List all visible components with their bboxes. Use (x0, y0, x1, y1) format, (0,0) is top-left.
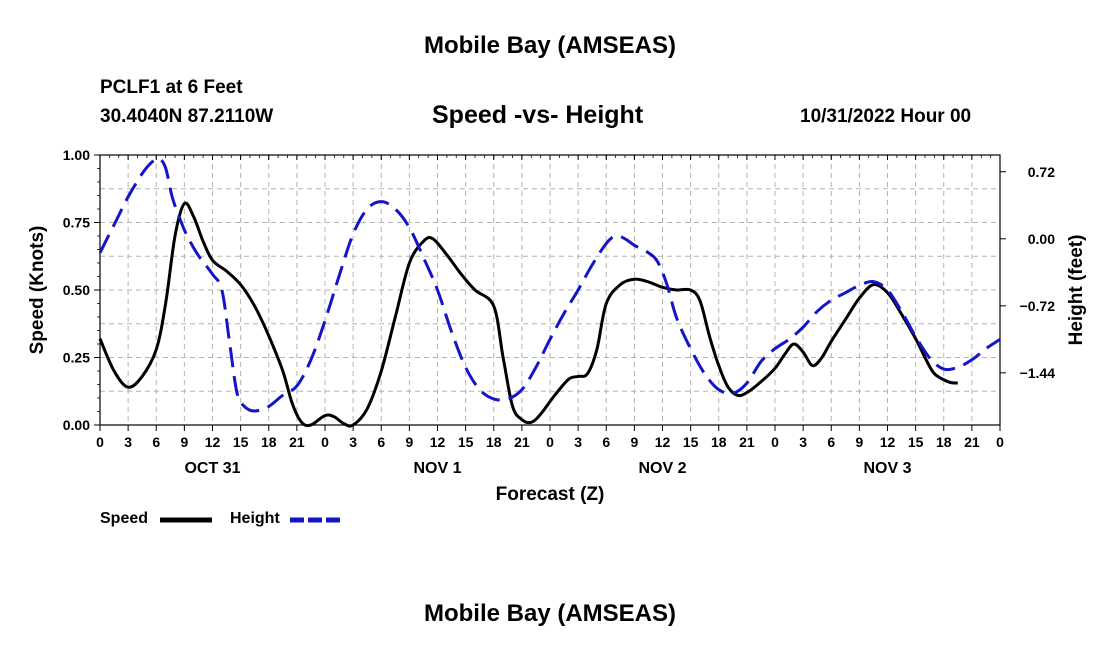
x-tick-label: 12 (205, 434, 221, 450)
y-left-tick-label: 0.00 (63, 417, 90, 433)
forecast-datetime: 10/31/2022 Hour 00 (800, 106, 972, 127)
x-tick-label: 12 (880, 434, 896, 450)
x-tick-label: 9 (855, 434, 863, 450)
x-tick-label: 6 (377, 434, 385, 450)
x-tick-label: 15 (233, 434, 249, 450)
x-tick-label: 18 (711, 434, 727, 450)
series-lines (98, 157, 1001, 428)
y-left-tick-label: 0.50 (63, 282, 90, 298)
x-tick-label: 15 (458, 434, 474, 450)
x-tick-label: 9 (630, 434, 638, 450)
y-left-tick-label: 1.00 (63, 147, 90, 163)
x-day-label: NOV 3 (863, 460, 911, 477)
axis-ticks (94, 154, 1006, 431)
station-coordinates: 30.4040N 87.2110W (100, 106, 274, 127)
x-tick-label: 6 (152, 434, 160, 450)
x-day-label: NOV 2 (638, 460, 686, 477)
y-right-tick-label: 0.72 (1028, 164, 1055, 180)
y-left-axis-title: Speed (Knots) (27, 226, 48, 355)
y-right-tick-label: 0.00 (1028, 231, 1055, 247)
x-tick-label: 0 (546, 434, 554, 450)
legend-height-label: Height (230, 510, 280, 527)
x-tick-label: 21 (739, 434, 755, 450)
x-tick-label: 0 (321, 434, 329, 450)
grid-lines (100, 155, 1000, 425)
x-tick-label: 6 (827, 434, 835, 450)
x-tick-label: 0 (996, 434, 1004, 450)
y-right-axis-title: Height (feet) (1066, 235, 1087, 346)
y-right-tick-label: −1.44 (1020, 365, 1056, 381)
x-tick-label: 21 (289, 434, 305, 450)
x-tick-label: 15 (683, 434, 699, 450)
x-tick-label: 3 (574, 434, 582, 450)
x-tick-label: 18 (261, 434, 277, 450)
x-tick-label: 3 (124, 434, 132, 450)
y-left-tick-label: 0.75 (63, 215, 90, 231)
x-tick-label: 12 (430, 434, 446, 450)
x-tick-label: 18 (486, 434, 502, 450)
chart-main-title: Mobile Bay (AMSEAS) (423, 32, 677, 59)
legend-speed-label: Speed (100, 510, 149, 527)
station-label: PCLF1 at 6 Feet (100, 77, 243, 98)
chart-bottom-title: Mobile Bay (AMSEAS) (423, 600, 677, 627)
x-tick-label: 21 (514, 434, 530, 450)
x-tick-label: 3 (799, 434, 807, 450)
y-right-tick-label: −0.72 (1020, 298, 1056, 314)
x-tick-label: 12 (655, 434, 671, 450)
series-line-speed (98, 201, 958, 428)
x-tick-label: 18 (936, 434, 952, 450)
axis-labels: 0 3 6 9 12 15 18 21 0 3 6 9 12 15 18 21 0 3 6 9 12 15 18 21 0 3 6 9… (27, 147, 1087, 505)
x-tick-label: 6 (602, 434, 610, 450)
x-tick-label: 3 (349, 434, 357, 450)
x-tick-label: 0 (96, 434, 104, 450)
x-tick-label: 15 (908, 434, 924, 450)
x-day-label: NOV 1 (413, 460, 461, 477)
x-day-label: OCT 31 (184, 460, 240, 477)
x-tick-label: 9 (180, 434, 188, 450)
x-tick-label: 0 (771, 434, 779, 450)
x-tick-label: 9 (405, 434, 413, 450)
x-axis-title: Forecast (Z) (496, 484, 605, 505)
chart-subtitle: Speed -vs- Height (432, 101, 644, 129)
x-tick-label: 21 (964, 434, 980, 450)
y-left-tick-label: 0.25 (63, 350, 90, 366)
